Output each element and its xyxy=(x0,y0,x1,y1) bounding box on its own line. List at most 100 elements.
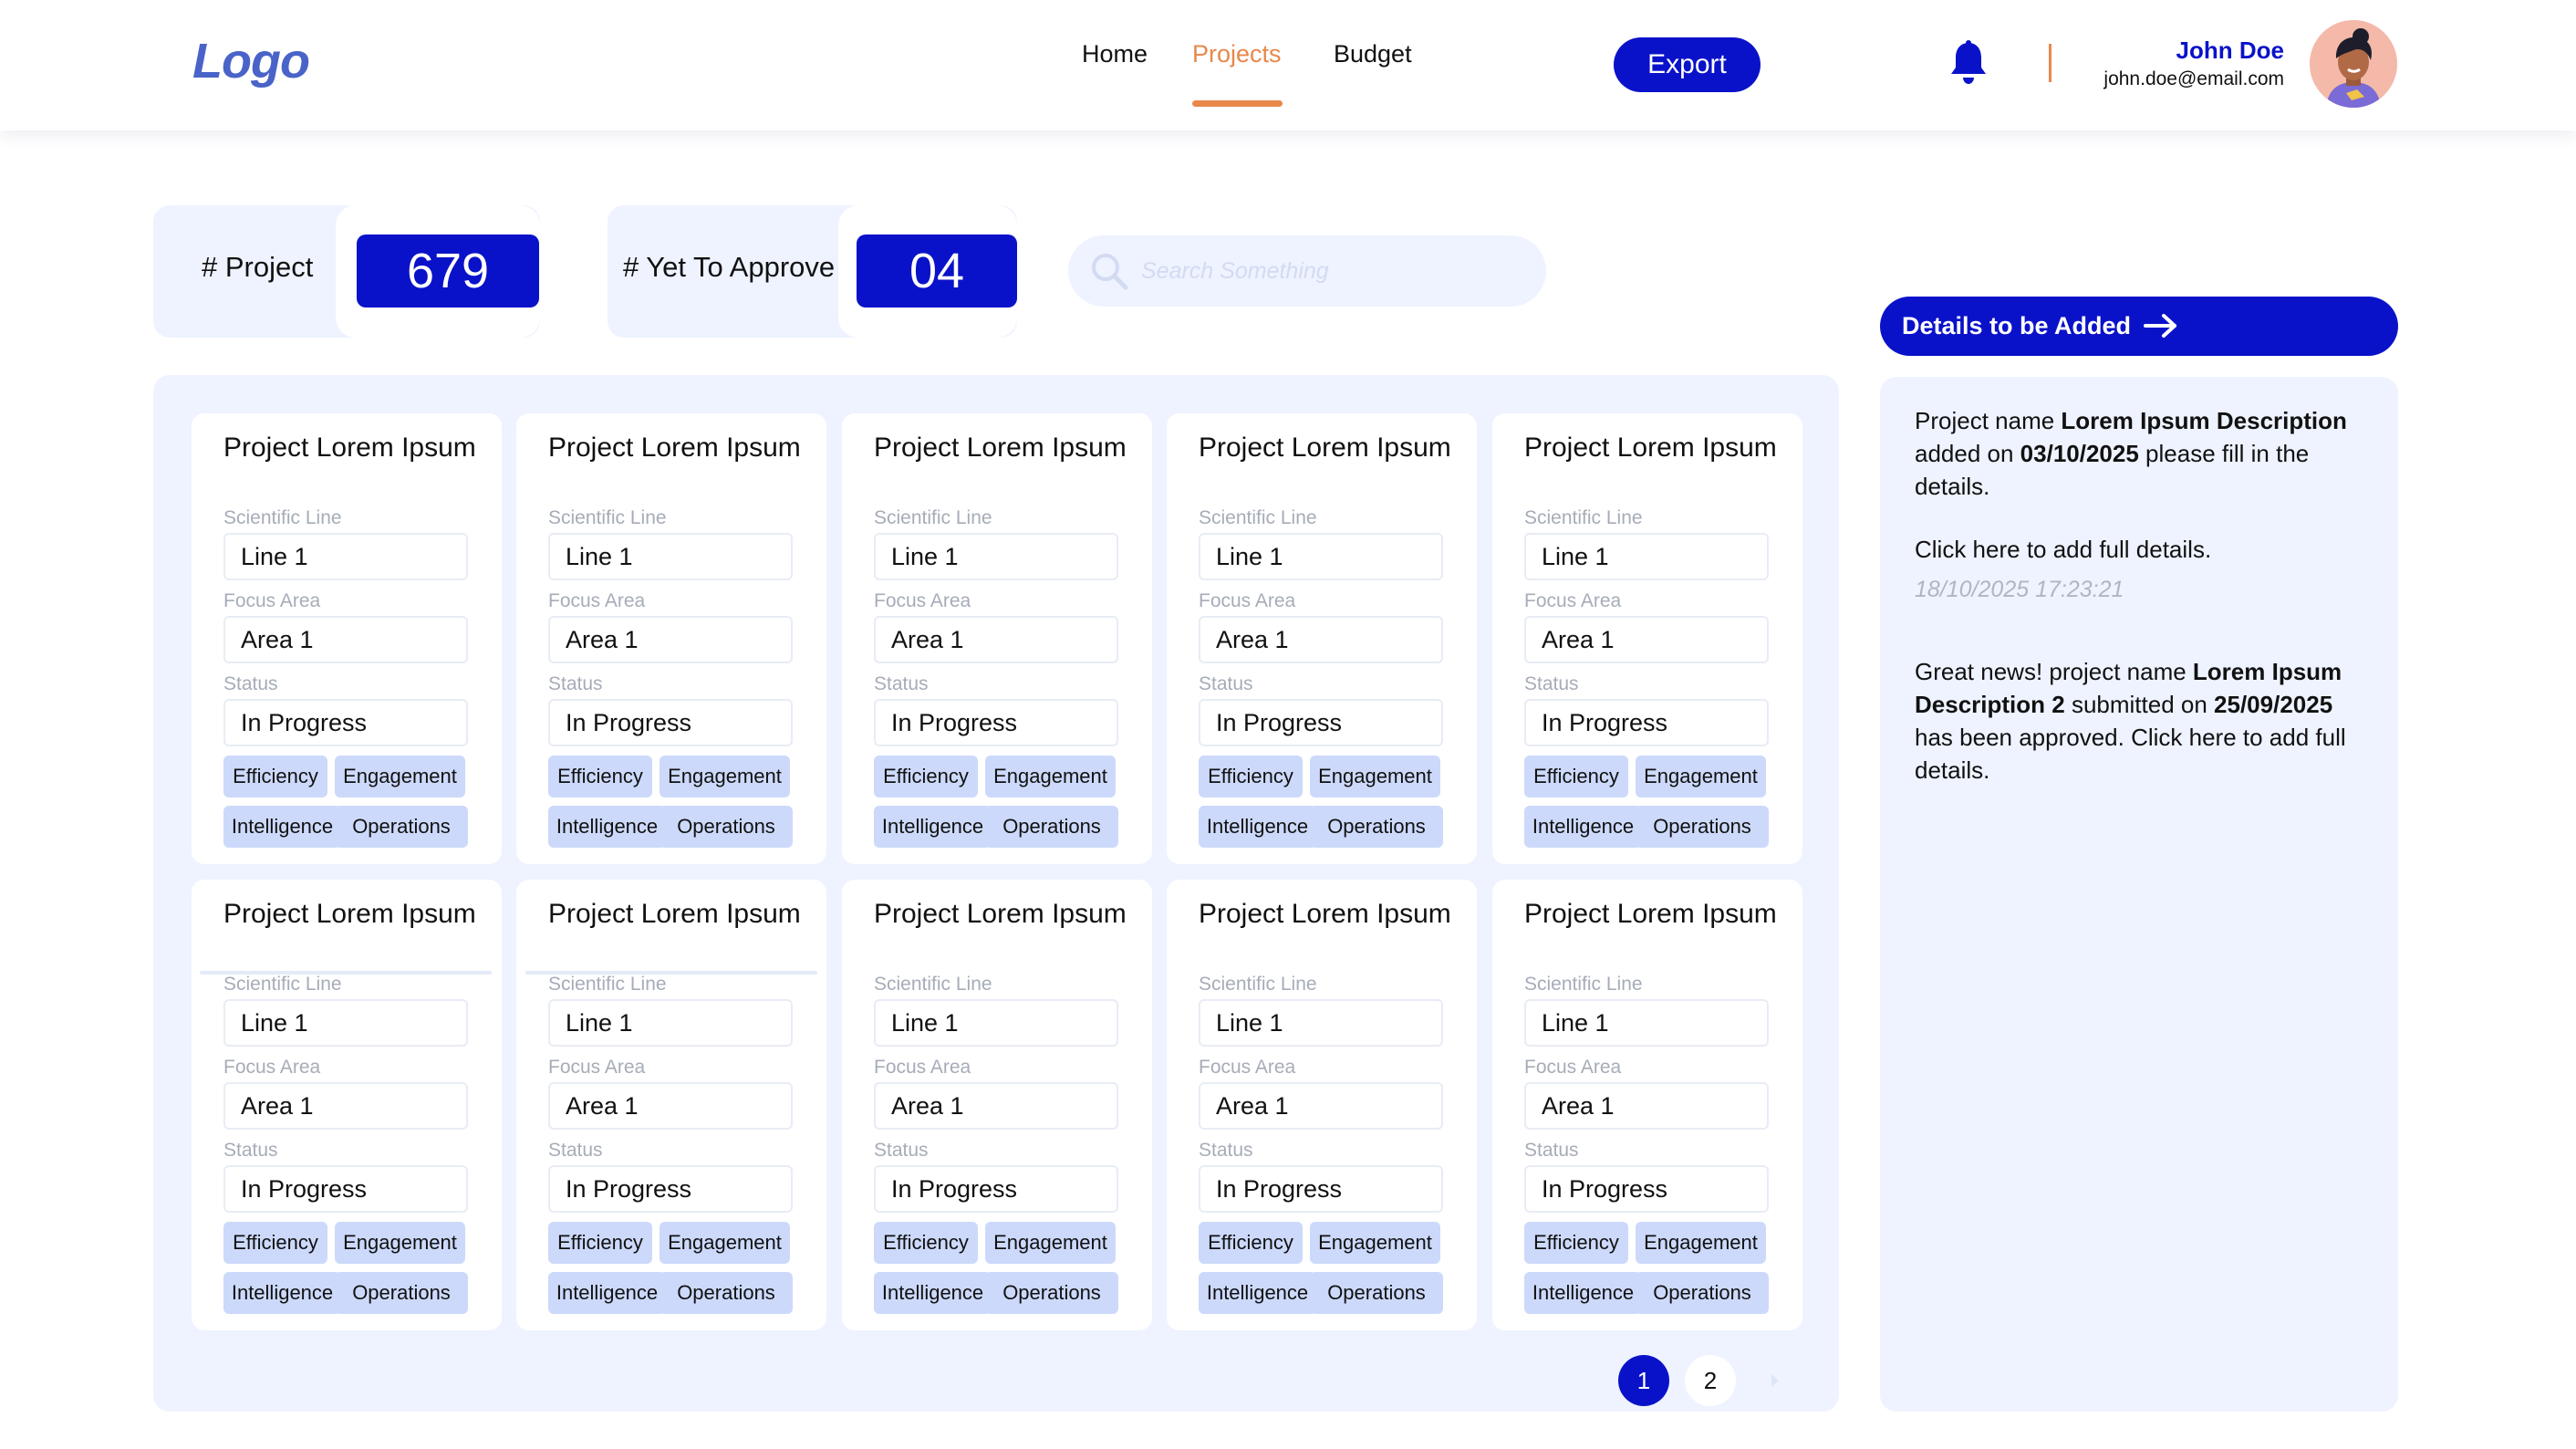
focus-area-field[interactable]: Area 1 xyxy=(548,1082,793,1130)
tag-engagement[interactable]: Engagement xyxy=(1310,756,1440,797)
project-card[interactable]: Project Lorem Ipsum Scientific Line Line 1… xyxy=(192,413,502,864)
tag-operations[interactable]: Operations xyxy=(660,1272,793,1314)
search-bar[interactable] xyxy=(1068,235,1546,307)
tag-engagement[interactable]: Engagement xyxy=(660,1222,790,1264)
status-field[interactable]: In Progress xyxy=(548,1165,793,1213)
scientific-line-field[interactable]: Line 1 xyxy=(1199,999,1443,1047)
tag-engagement[interactable]: Engagement xyxy=(1636,756,1766,797)
chevron-right-icon[interactable] xyxy=(1766,1367,1784,1394)
tag-intelligence[interactable]: Intelligence xyxy=(1524,1272,1642,1314)
search-input[interactable] xyxy=(1141,250,1524,292)
project-card[interactable]: Project Lorem Ipsum Scientific Line Line 1… xyxy=(192,880,502,1330)
tag-intelligence[interactable]: Intelligence xyxy=(1524,806,1642,848)
focus-area-field[interactable]: Area 1 xyxy=(223,616,468,663)
export-button[interactable]: Export xyxy=(1614,37,1761,92)
notification-new-project[interactable]: Project name Lorem Ipsum Description add… xyxy=(1915,404,2371,503)
bell-icon[interactable] xyxy=(1948,40,1989,86)
scientific-line-field[interactable]: Line 1 xyxy=(1524,533,1769,580)
focus-area-field[interactable]: Area 1 xyxy=(874,1082,1118,1130)
tag-engagement[interactable]: Engagement xyxy=(1310,1222,1440,1264)
focus-area-field[interactable]: Area 1 xyxy=(1524,616,1769,663)
tag-efficiency[interactable]: Efficiency xyxy=(874,756,978,797)
scientific-line-field[interactable]: Line 1 xyxy=(548,533,793,580)
tag-intelligence[interactable]: Intelligence xyxy=(874,806,992,848)
project-card-title[interactable]: Project Lorem Ipsum xyxy=(1524,433,1777,463)
tag-intelligence[interactable]: Intelligence xyxy=(548,1272,666,1314)
tag-operations[interactable]: Operations xyxy=(1636,806,1769,848)
tag-operations[interactable]: Operations xyxy=(335,806,468,848)
logo[interactable]: Logo xyxy=(192,34,310,89)
project-card[interactable]: Project Lorem Ipsum Scientific Line Line 1… xyxy=(516,880,826,1330)
status-field[interactable]: In Progress xyxy=(1199,699,1443,746)
scientific-line-field[interactable]: Line 1 xyxy=(1524,999,1769,1047)
project-card-title[interactable]: Project Lorem Ipsum xyxy=(548,899,801,929)
scientific-line-field[interactable]: Line 1 xyxy=(223,999,468,1047)
tag-efficiency[interactable]: Efficiency xyxy=(548,1222,652,1264)
tag-efficiency[interactable]: Efficiency xyxy=(1199,756,1303,797)
avatar[interactable] xyxy=(2310,20,2397,108)
focus-area-field[interactable]: Area 1 xyxy=(1199,616,1443,663)
nav-budget[interactable]: Budget xyxy=(1334,40,1412,68)
details-to-be-added-button[interactable]: Details to be Added xyxy=(1880,297,2398,356)
pagination-page-2[interactable]: 2 xyxy=(1685,1355,1736,1406)
nav-projects[interactable]: Projects xyxy=(1192,40,1282,68)
status-field[interactable]: In Progress xyxy=(223,1165,468,1213)
tag-efficiency[interactable]: Efficiency xyxy=(1524,756,1628,797)
project-card[interactable]: Project Lorem Ipsum Scientific Line Line 1… xyxy=(842,413,1152,864)
scientific-line-field[interactable]: Line 1 xyxy=(548,999,793,1047)
status-field[interactable]: In Progress xyxy=(223,699,468,746)
tag-intelligence[interactable]: Intelligence xyxy=(548,806,666,848)
project-card[interactable]: Project Lorem Ipsum Scientific Line Line 1… xyxy=(1167,413,1477,864)
status-field[interactable]: In Progress xyxy=(548,699,793,746)
focus-area-field[interactable]: Area 1 xyxy=(1524,1082,1769,1130)
tag-operations[interactable]: Operations xyxy=(1636,1272,1769,1314)
project-card-title[interactable]: Project Lorem Ipsum xyxy=(223,899,476,929)
status-field[interactable]: In Progress xyxy=(874,1165,1118,1213)
tag-operations[interactable]: Operations xyxy=(335,1272,468,1314)
pagination-page-1[interactable]: 1 xyxy=(1618,1355,1669,1406)
project-card-title[interactable]: Project Lorem Ipsum xyxy=(1199,433,1451,463)
project-card-title[interactable]: Project Lorem Ipsum xyxy=(223,433,476,463)
status-field[interactable]: In Progress xyxy=(1524,1165,1769,1213)
scientific-line-field[interactable]: Line 1 xyxy=(874,533,1118,580)
tag-efficiency[interactable]: Efficiency xyxy=(223,756,327,797)
project-card-title[interactable]: Project Lorem Ipsum xyxy=(874,433,1127,463)
tag-engagement[interactable]: Engagement xyxy=(335,756,465,797)
scientific-line-field[interactable]: Line 1 xyxy=(1199,533,1443,580)
tag-engagement[interactable]: Engagement xyxy=(660,756,790,797)
status-field[interactable]: In Progress xyxy=(874,699,1118,746)
nav-home[interactable]: Home xyxy=(1082,40,1148,68)
focus-area-field[interactable]: Area 1 xyxy=(223,1082,468,1130)
notification-approved[interactable]: Great news! project name Lorem Ipsum Des… xyxy=(1915,655,2371,787)
project-card-title[interactable]: Project Lorem Ipsum xyxy=(1199,899,1451,929)
tag-efficiency[interactable]: Efficiency xyxy=(223,1222,327,1264)
tag-intelligence[interactable]: Intelligence xyxy=(223,1272,341,1314)
scientific-line-field[interactable]: Line 1 xyxy=(223,533,468,580)
tag-engagement[interactable]: Engagement xyxy=(985,1222,1116,1264)
project-card[interactable]: Project Lorem Ipsum Scientific Line Line 1… xyxy=(842,880,1152,1330)
focus-area-field[interactable]: Area 1 xyxy=(874,616,1118,663)
tag-engagement[interactable]: Engagement xyxy=(335,1222,465,1264)
click-here-link[interactable]: Click here to add full details. xyxy=(1915,536,2212,563)
tag-efficiency[interactable]: Efficiency xyxy=(874,1222,978,1264)
tag-operations[interactable]: Operations xyxy=(660,806,793,848)
project-card-title[interactable]: Project Lorem Ipsum xyxy=(874,899,1127,929)
tag-intelligence[interactable]: Intelligence xyxy=(874,1272,992,1314)
status-field[interactable]: In Progress xyxy=(1199,1165,1443,1213)
project-card[interactable]: Project Lorem Ipsum Scientific Line Line 1… xyxy=(516,413,826,864)
tag-engagement[interactable]: Engagement xyxy=(985,756,1116,797)
scientific-line-field[interactable]: Line 1 xyxy=(874,999,1118,1047)
project-card[interactable]: Project Lorem Ipsum Scientific Line Line 1… xyxy=(1167,880,1477,1330)
focus-area-field[interactable]: Area 1 xyxy=(1199,1082,1443,1130)
tag-efficiency[interactable]: Efficiency xyxy=(548,756,652,797)
tag-intelligence[interactable]: Intelligence xyxy=(223,806,341,848)
tag-operations[interactable]: Operations xyxy=(985,1272,1118,1314)
status-field[interactable]: In Progress xyxy=(1524,699,1769,746)
project-card[interactable]: Project Lorem Ipsum Scientific Line Line 1… xyxy=(1492,880,1802,1330)
focus-area-field[interactable]: Area 1 xyxy=(548,616,793,663)
tag-operations[interactable]: Operations xyxy=(1310,806,1443,848)
tag-intelligence[interactable]: Intelligence xyxy=(1199,806,1316,848)
tag-efficiency[interactable]: Efficiency xyxy=(1199,1222,1303,1264)
tag-operations[interactable]: Operations xyxy=(1310,1272,1443,1314)
tag-engagement[interactable]: Engagement xyxy=(1636,1222,1766,1264)
